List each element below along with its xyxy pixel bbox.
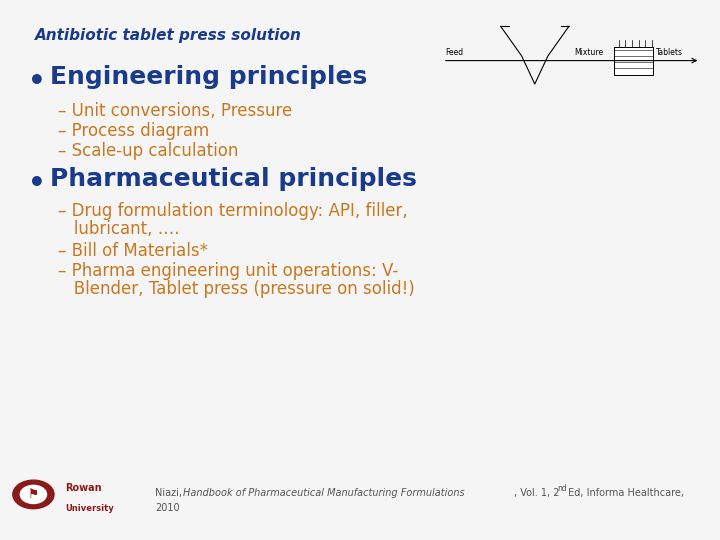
Text: •: •	[28, 170, 46, 198]
Text: – Process diagram: – Process diagram	[58, 122, 210, 140]
Text: •: •	[28, 68, 46, 96]
Text: lubricant, ….: lubricant, ….	[58, 220, 179, 238]
Text: , Vol. 1, 2: , Vol. 1, 2	[514, 488, 559, 498]
Text: Feed: Feed	[446, 48, 464, 57]
Text: University: University	[66, 504, 114, 513]
Text: Rowan: Rowan	[66, 483, 102, 493]
Circle shape	[20, 485, 47, 503]
Text: Handbook of Pharmaceutical Manufacturing Formulations: Handbook of Pharmaceutical Manufacturing…	[183, 488, 464, 498]
Text: – Pharma engineering unit operations: V-: – Pharma engineering unit operations: V-	[58, 262, 398, 280]
Text: Tablets: Tablets	[656, 48, 683, 57]
Text: Niazi,: Niazi,	[155, 488, 185, 498]
Text: ⚑: ⚑	[28, 488, 39, 501]
Text: Pharmaceutical principles: Pharmaceutical principles	[50, 167, 417, 191]
Text: Engineering principles: Engineering principles	[50, 65, 367, 89]
Text: – Bill of Materials*: – Bill of Materials*	[58, 242, 208, 260]
Text: Ed, Informa Healthcare,: Ed, Informa Healthcare,	[565, 488, 684, 498]
Text: 2010: 2010	[155, 503, 179, 513]
Bar	[613, 46, 653, 75]
Text: Antibiotic tablet press solution: Antibiotic tablet press solution	[35, 28, 302, 43]
Text: nd: nd	[557, 484, 567, 493]
Text: – Unit conversions, Pressure: – Unit conversions, Pressure	[58, 102, 292, 120]
Text: – Drug formulation terminology: API, filler,: – Drug formulation terminology: API, fil…	[58, 202, 408, 220]
Text: Mixture: Mixture	[575, 48, 603, 57]
Circle shape	[13, 480, 54, 509]
Text: Blender, Tablet press (pressure on solid!): Blender, Tablet press (pressure on solid…	[58, 280, 415, 298]
Text: – Scale-up calculation: – Scale-up calculation	[58, 142, 238, 160]
